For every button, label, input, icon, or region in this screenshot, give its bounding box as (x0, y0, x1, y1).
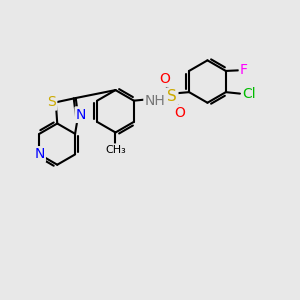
Text: O: O (159, 72, 170, 86)
Text: CH₃: CH₃ (105, 145, 126, 154)
Text: S: S (47, 95, 56, 109)
Text: NH: NH (145, 94, 165, 108)
Text: Cl: Cl (243, 87, 256, 100)
Text: S: S (167, 89, 177, 104)
Text: F: F (240, 63, 248, 77)
Text: N: N (34, 147, 45, 161)
Text: N: N (76, 108, 86, 122)
Text: O: O (174, 106, 185, 120)
